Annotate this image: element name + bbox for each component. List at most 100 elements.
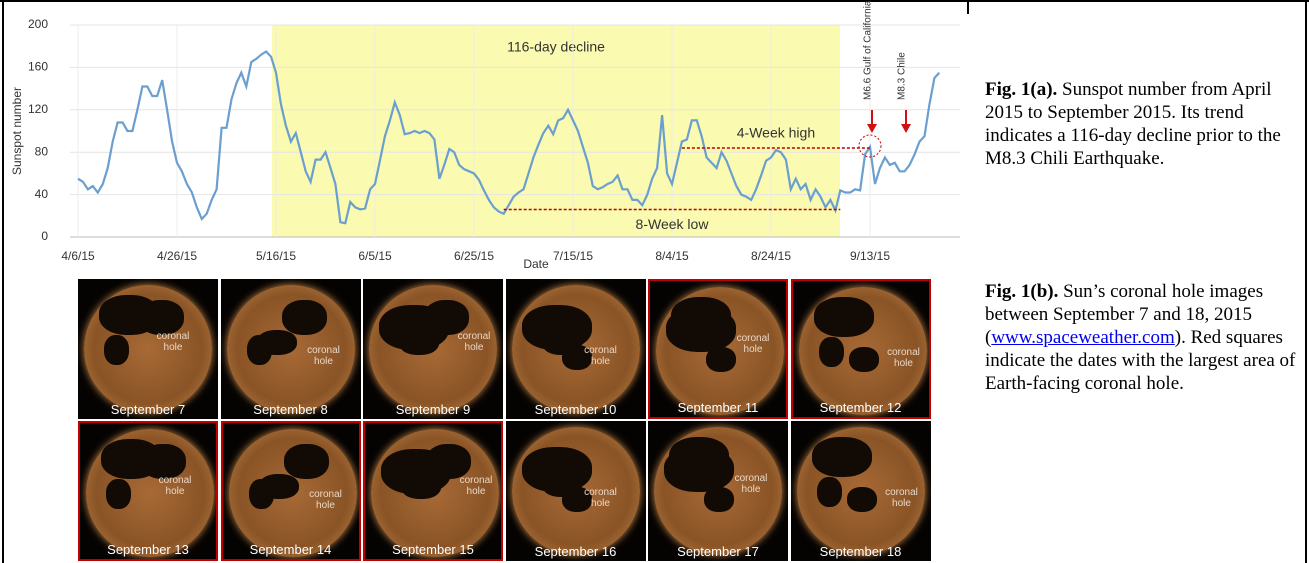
x-tick-label: 8/24/15 (751, 249, 791, 263)
sun-image: coronal hole September 16 (505, 421, 646, 561)
caption-title: Fig. 1(b). (985, 281, 1059, 302)
coronal-label: coronal hole (584, 487, 617, 509)
sun-image: coronal hole September 10 (505, 279, 646, 419)
sun-disk (511, 427, 640, 555)
sun-image: coronal hole September 9 (363, 279, 503, 419)
coronal-hole (704, 487, 734, 512)
coronal-hole (381, 449, 451, 494)
image-label: September 10 (534, 402, 617, 417)
caption-text: Red squares indicate the dates with the … (985, 327, 1296, 394)
coronal-hole (521, 447, 592, 492)
coronal-label: coronal hole (734, 473, 768, 495)
image-label: September 7 (110, 402, 186, 417)
decline-label: 116-day decline (507, 39, 605, 55)
sun-image: coronal hole September 14 (220, 421, 361, 561)
image-label: September 17 (677, 544, 759, 559)
x-tick-label: 4/26/15 (157, 249, 197, 263)
coronal-hole (706, 347, 736, 372)
x-tick-label: 8/4/15 (655, 249, 689, 263)
coronal-hole (106, 479, 131, 509)
coronal-label: coronal hole (158, 475, 192, 497)
coronal-hole (669, 437, 729, 477)
coronal-hole (561, 487, 592, 512)
caption-b: Fig. 1(b). Sun’s coronal hole images bet… (985, 280, 1303, 395)
sun-image: coronal hole September 17 (648, 421, 788, 561)
coronal-label: coronal hole (887, 347, 920, 369)
x-tick-label: 6/25/15 (454, 249, 494, 263)
coronal-hole (379, 305, 449, 350)
image-label: September 8 (253, 402, 328, 417)
caption-text: ). (1174, 327, 1186, 348)
sun-image: coronal hole September 8 (220, 279, 361, 419)
sun-disk (369, 285, 497, 413)
image-label: September 13 (107, 542, 189, 557)
coronal-hole (258, 474, 299, 499)
y-tick-label: 120 (28, 102, 48, 116)
coronal-hole (256, 330, 297, 355)
coronal-label: coronal hole (156, 331, 190, 353)
sun-disk (798, 287, 927, 415)
sun-disk (226, 285, 355, 413)
sun-disk (654, 427, 782, 555)
left-rule (2, 0, 4, 563)
coronal-label: coronal hole (459, 475, 493, 497)
image-label: September 16 (534, 544, 617, 559)
image-label: September 11 (677, 400, 759, 415)
sun-disk (84, 285, 212, 413)
coronal-hole (283, 444, 329, 479)
caption-text: Sun’s coronal hole images between Septem… (985, 281, 1264, 325)
y-tick-label: 160 (28, 60, 48, 74)
sun-disk (796, 427, 925, 555)
coronal-hole (813, 297, 874, 337)
arrow-head (867, 124, 877, 133)
sun-image: coronal hole September 12 (790, 279, 931, 419)
coronal-hole (104, 335, 129, 365)
y-tick-label: 0 (41, 229, 48, 243)
y-axis-label: Sunspot number (10, 87, 24, 175)
x-tick-label: 9/13/15 (850, 249, 890, 263)
sun-image: coronal hole September 11 (648, 279, 788, 419)
x-tick-label: 5/16/15 (256, 249, 296, 263)
caption-a: Fig. 1(a). Sunspot number from April 201… (985, 78, 1303, 170)
sun-disk (371, 429, 499, 557)
reference-label: 8-Week low (636, 216, 710, 232)
sun-image: coronal hole September 13 (78, 421, 218, 561)
image-label: September 9 (395, 402, 471, 417)
coronal-hole (848, 347, 879, 372)
link[interactable]: www.spaceweather.com (991, 327, 1175, 348)
divider (967, 0, 969, 14)
x-tick-label: 7/15/15 (553, 249, 593, 263)
y-tick-label: 200 (28, 17, 48, 31)
image-label: September 15 (392, 542, 474, 557)
image-label: September 14 (249, 542, 332, 557)
x-tick-label: 6/5/15 (358, 249, 392, 263)
sun-disk (656, 287, 784, 415)
caption-text: ( (985, 327, 992, 348)
coronal-label: coronal hole (736, 333, 770, 355)
right-rule (1305, 0, 1307, 563)
coronal-hole (561, 345, 592, 370)
coronal-hole (816, 477, 842, 507)
coronal-hole (811, 437, 872, 477)
caption-title: Fig. 1(a). (985, 79, 1058, 100)
caption-text: Sunspot number from April 2015 to Septem… (985, 79, 1281, 169)
coronal-hole (521, 305, 592, 350)
sun-disk (228, 429, 357, 557)
x-axis-label: Date (523, 257, 549, 271)
y-tick-label: 40 (35, 187, 49, 201)
coronal-hole (139, 300, 184, 335)
coronal-label: coronal hole (584, 345, 617, 367)
quake-label: M8.3 Chile (897, 52, 908, 100)
reference-label: 4-Week high (737, 125, 815, 141)
sun-image: coronal hole September 7 (78, 279, 218, 419)
image-label: September 12 (819, 400, 902, 415)
y-tick-label: 80 (35, 144, 49, 158)
sun-disk (86, 429, 214, 557)
chart: 116-day decline Sunspot number Date 0 40 8… (10, 0, 960, 271)
sun-image: coronal hole September 15 (363, 421, 503, 561)
image-label: September 18 (819, 544, 902, 559)
line (77, 50, 941, 225)
x-tick-label: 4/6/15 (61, 249, 95, 263)
